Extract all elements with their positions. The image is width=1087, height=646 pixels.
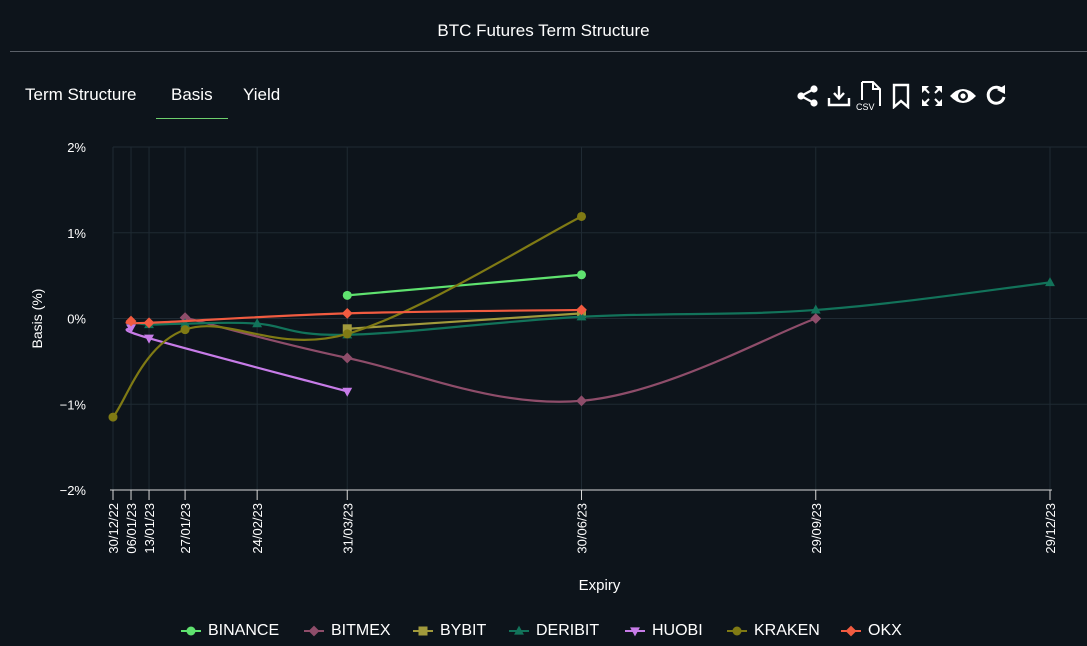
data-point[interactable] [144, 334, 154, 344]
data-point[interactable] [125, 315, 137, 327]
data-point[interactable] [342, 324, 352, 334]
basis-chart: 2% 1% 0% −1% −2% 30/12/22 06/01/23 13/01/23 27/0… [29, 140, 1087, 594]
y-tick-label: 2% [67, 140, 86, 155]
data-point[interactable] [576, 311, 587, 321]
y-tick-label: −2% [60, 483, 87, 498]
x-tick-label: 29/12/23 [1043, 503, 1058, 554]
x-tick-label: 31/03/23 [340, 503, 355, 554]
data-point[interactable] [576, 395, 587, 407]
data-point[interactable] [180, 325, 190, 335]
legend-item-huobi[interactable]: HUOBI [624, 620, 703, 642]
series-line [112, 215, 582, 418]
x-tick-label: 24/02/23 [250, 503, 265, 554]
tab-yield[interactable]: Yield [243, 85, 281, 104]
data-point[interactable] [342, 387, 353, 397]
data-point[interactable] [342, 290, 352, 300]
data-point[interactable] [810, 313, 822, 324]
legend-marker[interactable] [732, 626, 742, 636]
legend-marker[interactable] [514, 625, 524, 635]
data-point[interactable] [180, 318, 191, 328]
series-line [347, 273, 582, 297]
legend-symbol [413, 626, 433, 636]
y-tick-label: 1% [67, 226, 86, 241]
csv-icon[interactable]: CSV [855, 80, 885, 112]
x-tick-label: 30/06/23 [575, 503, 590, 554]
series-deribit [126, 277, 1055, 339]
title-divider [10, 51, 1087, 52]
data-point[interactable] [341, 352, 353, 364]
legend-marker[interactable] [308, 625, 320, 637]
series-huobi [125, 324, 353, 397]
y-axis-label: Basis (%) [29, 289, 45, 349]
tab-term-structure[interactable]: Term Structure [25, 85, 137, 104]
series-line [184, 316, 817, 403]
legend-item-bybit[interactable]: BYBIT [412, 620, 486, 642]
refresh-icon[interactable] [981, 80, 1011, 112]
x-tick-label: 30/12/22 [106, 503, 121, 554]
data-point[interactable] [577, 211, 586, 221]
x-tick-label: 29/09/23 [809, 503, 824, 554]
x-axis-label: Expiry [579, 577, 621, 594]
series-binance [342, 270, 586, 300]
legend-label: BINANCE [208, 622, 280, 639]
legend-symbol [181, 626, 201, 636]
legend-item-kraken[interactable]: KRAKEN [726, 620, 820, 642]
data-point[interactable] [252, 318, 263, 328]
legend-label: BYBIT [440, 622, 487, 639]
data-point[interactable] [810, 304, 821, 314]
x-tick-label: 27/01/23 [178, 503, 193, 554]
y-tick-label: 0% [67, 312, 86, 327]
legend-item-binance[interactable]: BINANCE [180, 620, 279, 642]
legend-marker[interactable] [630, 627, 640, 637]
legend-label: BITMEX [331, 622, 391, 639]
legend-symbol [304, 625, 324, 637]
series-line [130, 281, 1051, 336]
csv-label: CSV [856, 102, 875, 112]
bookmark-icon[interactable] [886, 80, 916, 112]
data-point[interactable] [126, 324, 136, 334]
share-icon[interactable] [793, 80, 823, 112]
legend-symbol [727, 626, 747, 636]
data-point[interactable] [1045, 277, 1055, 287]
series-kraken [108, 211, 586, 422]
download-icon[interactable] [824, 80, 854, 112]
x-tick-label: 13/01/23 [142, 503, 157, 554]
data-point[interactable] [342, 329, 352, 339]
data-point[interactable] [576, 304, 587, 316]
series-okx [125, 304, 587, 329]
legend-marker[interactable] [418, 626, 428, 636]
chart-title: BTC Futures Term Structure [437, 21, 650, 40]
y-tick-label: −1% [60, 397, 87, 412]
data-point[interactable] [577, 270, 586, 280]
legend-label: OKX [868, 622, 902, 639]
x-tick-label: 06/01/23 [124, 503, 139, 554]
legend-label: DERIBIT [536, 622, 600, 639]
legend-symbol [841, 625, 861, 637]
tab-basis[interactable]: Basis [156, 82, 228, 119]
legend-item-bitmex[interactable]: BITMEX [303, 620, 391, 642]
legend-marker[interactable] [845, 625, 857, 637]
data-point[interactable] [341, 307, 353, 319]
fullscreen-icon[interactable] [917, 80, 947, 112]
data-point[interactable] [143, 317, 155, 329]
chart-legend: BINANCE BITMEX BYBIT DERIBIT HUOBI KRAKEN OKX [0, 620, 1087, 642]
legend-symbol [509, 625, 529, 635]
series-line [125, 326, 348, 393]
legend-symbol [625, 627, 645, 637]
legend-label: HUOBI [652, 622, 703, 639]
legend-item-deribit[interactable]: DERIBIT [508, 620, 599, 642]
legend-item-okx[interactable]: OKX [840, 620, 902, 642]
data-point[interactable] [108, 412, 118, 422]
legend-label: KRAKEN [754, 622, 820, 639]
eye-icon[interactable] [948, 80, 978, 112]
legend-marker[interactable] [186, 626, 196, 636]
